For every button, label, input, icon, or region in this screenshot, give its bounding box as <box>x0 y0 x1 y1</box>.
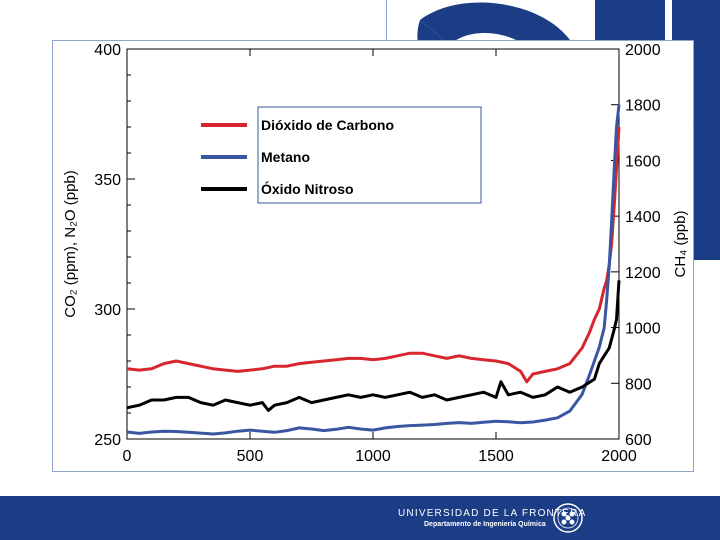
series-line-oxido-nitroso <box>126 280 621 412</box>
y-left-axis-label: CO₂ (ppm), N₂O (ppb) <box>62 170 79 318</box>
university-seal-icon <box>553 503 583 533</box>
x-tick-label: 0 <box>123 448 132 465</box>
slide-divider-line <box>386 0 387 40</box>
footer-bar <box>0 496 720 540</box>
y-left-tick-label: 350 <box>94 172 121 189</box>
chart-frame: 0 500 1000 1500 2000 250 300 350 400 600 800 1000 12… <box>52 40 694 472</box>
chart: 0 500 1000 1500 2000 250 300 350 400 600 800 1000 12… <box>62 42 689 465</box>
y-right-axis-label: CH₄ (ppb) <box>672 211 689 278</box>
department-name: Departamento de Ingeniería Química <box>424 521 546 528</box>
legend-label: Óxido Nitroso <box>261 180 354 197</box>
series-line-dioxido-de-carbono <box>126 126 621 384</box>
legend-label: Dióxido de Carbono <box>261 117 394 133</box>
y-right-tick-label: 1800 <box>625 98 661 115</box>
legend-label: Metano <box>261 149 310 165</box>
y-right-tick-label: 800 <box>625 376 652 393</box>
series-line-metano <box>126 104 621 436</box>
x-tick-label: 2000 <box>601 448 637 465</box>
y-right-tick-label: 1400 <box>625 209 661 226</box>
y-right-tick-label: 1600 <box>625 153 661 170</box>
y-right-tick-label: 2000 <box>625 42 661 59</box>
university-name: UNIVERSIDAD DE LA FRONTERA <box>398 508 587 519</box>
y-left-tick-label: 250 <box>94 432 121 449</box>
legend-box <box>257 106 482 204</box>
x-tick-label: 1000 <box>355 448 391 465</box>
x-tick-label: 500 <box>237 448 264 465</box>
y-left-tick-label: 400 <box>94 42 121 59</box>
y-left-tick-label: 300 <box>94 302 121 319</box>
y-right-tick-label: 1000 <box>625 321 661 338</box>
x-tick-label: 1500 <box>478 448 514 465</box>
y-right-tick-label: 1200 <box>625 265 661 282</box>
y-right-tick-label: 600 <box>625 432 652 449</box>
